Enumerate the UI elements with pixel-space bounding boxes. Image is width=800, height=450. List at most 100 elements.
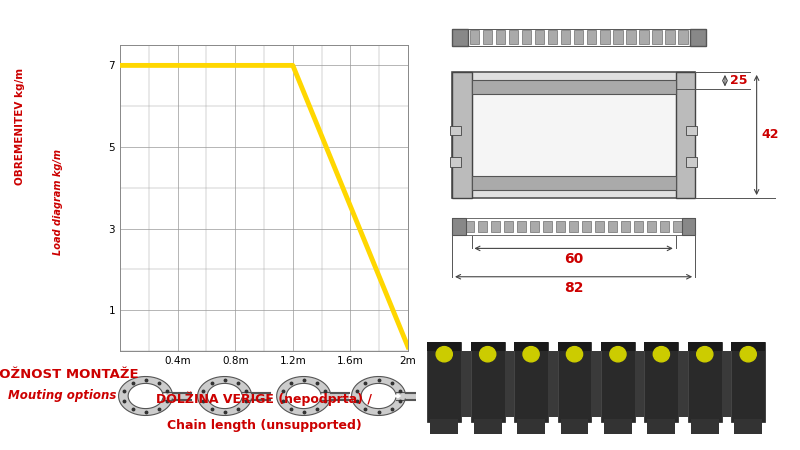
Bar <box>561 31 570 44</box>
Circle shape <box>654 346 670 362</box>
Bar <box>558 342 591 351</box>
Polygon shape <box>163 392 191 399</box>
Text: MOŽNOST MONTAŽE: MOŽNOST MONTAŽE <box>0 369 138 382</box>
Bar <box>535 31 544 44</box>
Bar <box>471 80 676 94</box>
Bar <box>608 220 618 232</box>
Bar <box>561 419 589 434</box>
Bar <box>482 31 492 44</box>
Bar <box>452 72 471 198</box>
Polygon shape <box>277 377 330 415</box>
Bar <box>522 31 531 44</box>
Bar <box>430 419 458 434</box>
Bar <box>582 220 591 232</box>
Bar <box>509 31 518 44</box>
Bar <box>556 220 565 232</box>
Bar <box>634 220 643 232</box>
Bar <box>542 220 552 232</box>
Bar <box>601 342 635 422</box>
Bar <box>734 419 762 434</box>
Polygon shape <box>118 377 172 415</box>
Text: 25: 25 <box>730 74 748 87</box>
Text: 82: 82 <box>564 281 583 295</box>
Bar <box>731 342 765 351</box>
Text: 60: 60 <box>564 252 583 266</box>
Polygon shape <box>351 377 406 415</box>
Bar <box>427 342 461 351</box>
Bar <box>613 31 622 44</box>
Polygon shape <box>321 392 350 399</box>
Polygon shape <box>242 393 270 400</box>
Bar <box>517 220 526 232</box>
Bar <box>470 31 479 44</box>
Bar <box>465 220 474 232</box>
Bar <box>676 72 695 198</box>
Bar <box>452 217 466 235</box>
Circle shape <box>436 346 452 362</box>
Text: Chain length (unsupported): Chain length (unsupported) <box>166 419 362 432</box>
Bar <box>690 419 718 434</box>
Bar <box>587 31 597 44</box>
Bar <box>427 342 461 422</box>
Bar <box>647 419 675 434</box>
Bar <box>626 31 635 44</box>
Bar <box>647 220 656 232</box>
Bar <box>548 31 558 44</box>
Bar <box>635 351 645 417</box>
Text: OBREMENITEV kg/m: OBREMENITEV kg/m <box>15 68 25 184</box>
Text: Mouting options: Mouting options <box>8 390 117 402</box>
Text: Load diagram kg/m: Load diagram kg/m <box>53 149 62 256</box>
Circle shape <box>740 346 756 362</box>
Bar <box>639 31 649 44</box>
Bar <box>688 342 722 351</box>
Bar <box>569 220 578 232</box>
Bar <box>591 351 601 417</box>
Text: 42: 42 <box>762 129 779 141</box>
Bar <box>514 342 548 351</box>
Bar <box>604 419 632 434</box>
Circle shape <box>523 346 539 362</box>
Bar <box>450 157 461 166</box>
Bar <box>682 217 695 235</box>
Bar <box>471 176 676 190</box>
Circle shape <box>610 346 626 362</box>
Bar <box>490 220 500 232</box>
Bar <box>517 419 545 434</box>
Bar <box>731 342 765 422</box>
Bar <box>503 220 513 232</box>
Polygon shape <box>198 377 251 415</box>
Bar <box>452 72 695 198</box>
Bar <box>496 31 506 44</box>
Text: DOLŽINA VERIGE (nepodprta) /: DOLŽINA VERIGE (nepodprta) / <box>156 391 372 405</box>
Bar <box>450 126 461 135</box>
Bar <box>690 28 706 46</box>
Bar <box>645 342 678 351</box>
Bar <box>478 220 487 232</box>
Bar <box>645 342 678 422</box>
Bar <box>600 31 610 44</box>
Bar <box>514 342 548 422</box>
Bar <box>474 419 502 434</box>
Circle shape <box>697 346 713 362</box>
Bar <box>505 351 514 417</box>
Bar <box>558 342 591 422</box>
Bar <box>470 342 505 422</box>
Circle shape <box>566 346 582 362</box>
Bar <box>665 31 674 44</box>
Bar <box>594 220 604 232</box>
Bar <box>686 126 697 135</box>
Bar <box>530 220 539 232</box>
Bar <box>548 351 558 417</box>
Bar <box>574 31 583 44</box>
Polygon shape <box>242 392 270 399</box>
Bar <box>470 342 505 351</box>
Circle shape <box>479 346 496 362</box>
Polygon shape <box>396 393 424 400</box>
Bar <box>686 157 697 166</box>
Bar <box>652 31 662 44</box>
Bar <box>678 31 688 44</box>
Bar <box>722 351 731 417</box>
Bar <box>452 28 468 46</box>
Bar <box>660 220 670 232</box>
Bar <box>688 342 722 422</box>
